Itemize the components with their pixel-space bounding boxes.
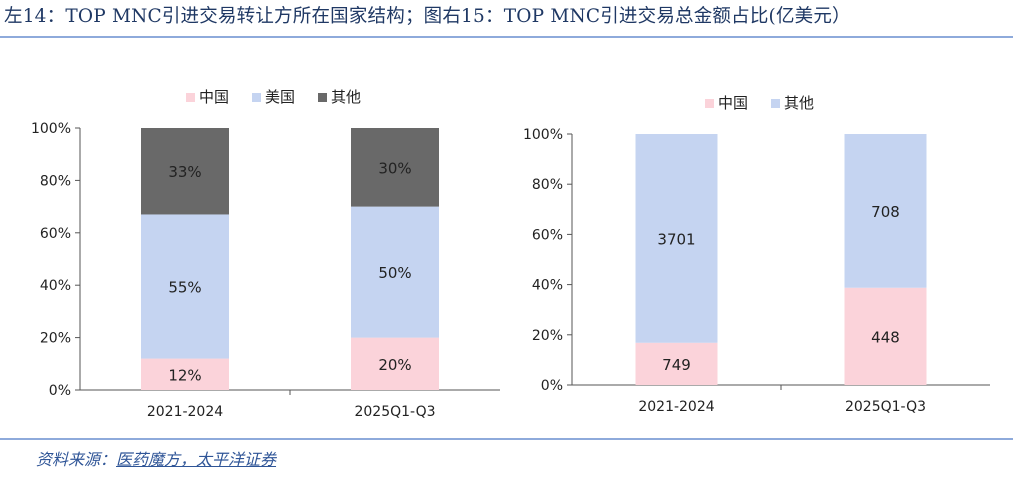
bar-segment	[635, 342, 718, 385]
legend-label: 其他	[331, 88, 361, 106]
data-label: 749	[662, 356, 691, 374]
y-tick-label: 60%	[40, 226, 71, 242]
x-tick-label: 2025Q1-Q3	[845, 399, 926, 415]
bar-segment	[141, 128, 229, 215]
x-tick-label: 2021-2024	[638, 399, 714, 415]
legend-swatch	[705, 99, 714, 108]
footer-divider	[0, 438, 1013, 440]
bar-segment	[844, 287, 927, 385]
data-label: 55%	[168, 279, 201, 297]
bar-segment	[351, 337, 439, 390]
y-tick-label: 80%	[40, 173, 71, 189]
data-label: 20%	[378, 356, 411, 374]
y-tick-label: 40%	[40, 278, 71, 294]
legend-label: 其他	[784, 94, 814, 112]
data-label: 708	[871, 203, 900, 221]
data-label: 448	[871, 328, 900, 346]
data-label: 30%	[378, 159, 411, 177]
country-structure-chart: 0% 20% 40% 60% 80% 100% 12% 55% 33% 2021-2024 20% 5…	[31, 88, 500, 420]
bar-segment	[351, 206, 439, 338]
x-tick-label: 2025Q1-Q3	[354, 404, 435, 420]
bar-segment	[141, 358, 229, 390]
y-tick-label: 20%	[40, 331, 71, 347]
y-tick-label: 100%	[31, 121, 71, 137]
legend-swatch	[186, 93, 195, 102]
data-label: 33%	[168, 163, 201, 181]
source-text: 医药魔方，太平洋证券	[116, 450, 277, 469]
legend-swatch	[318, 93, 327, 102]
page-title: 左14：TOP MNC引进交易转让方所在国家结构；图右15：TOP MNC引进交…	[4, 6, 851, 27]
legend-swatch	[771, 99, 780, 108]
bar-segment	[141, 214, 229, 359]
y-tick-label: 0%	[541, 378, 563, 394]
y-tick-label: 100%	[523, 127, 563, 143]
bar-segment	[844, 134, 927, 288]
bar-segment	[635, 134, 718, 343]
data-label: 12%	[168, 366, 201, 384]
y-tick-label: 80%	[532, 177, 563, 193]
y-tick-label: 40%	[532, 278, 563, 294]
deal-amount-share-chart: 0% 20% 40% 60% 80% 100% 749 3701 2021-2024 448 708…	[523, 94, 990, 415]
bar-segment	[351, 128, 439, 207]
y-tick-label: 0%	[49, 383, 71, 399]
title-divider	[0, 36, 1013, 38]
x-tick-label: 2021-2024	[147, 404, 223, 420]
legend-label: 中国	[718, 94, 748, 112]
legend-label: 中国	[199, 88, 229, 106]
data-label: 3701	[657, 230, 695, 248]
y-tick-label: 20%	[532, 328, 563, 344]
source-label: 资料来源：	[36, 450, 117, 469]
source-note: 资料来源：医药魔方，太平洋证券	[36, 446, 276, 470]
legend-swatch	[252, 93, 261, 102]
y-tick-label: 60%	[532, 227, 563, 243]
data-label: 50%	[378, 264, 411, 282]
legend-label: 美国	[265, 88, 295, 106]
